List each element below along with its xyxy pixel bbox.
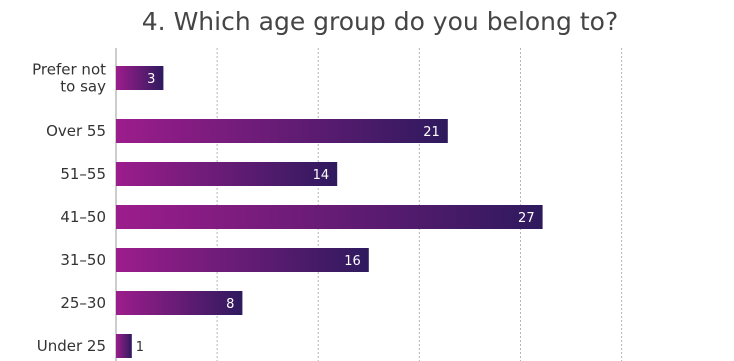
category-label-3: 51–55 bbox=[60, 165, 106, 183]
bar-5 bbox=[116, 248, 369, 272]
bar-3 bbox=[116, 162, 338, 186]
bar-2 bbox=[116, 119, 448, 143]
chart-title: 4. Which age group do you belong to? bbox=[142, 7, 618, 36]
data-label-5: 16 bbox=[344, 254, 361, 269]
category-labels-group: Prefer not to say Over 55 51–55 41–50 31–50 25… bbox=[32, 61, 106, 356]
category-label-5: 31–50 bbox=[60, 251, 106, 269]
data-label-1: 3 bbox=[147, 72, 155, 87]
data-label-2: 21 bbox=[423, 125, 440, 140]
category-label-2: Over 55 bbox=[46, 122, 106, 140]
bars-group: 3 21 14 27 16 8 1 bbox=[116, 66, 543, 358]
category-label-6: 25–30 bbox=[60, 294, 106, 312]
data-label-3: 14 bbox=[313, 168, 330, 183]
category-label-4: 41–50 bbox=[60, 208, 106, 226]
category-label-7: Under 25 bbox=[37, 337, 106, 355]
data-label-4: 27 bbox=[518, 211, 535, 226]
category-label-1: Prefer not to say bbox=[32, 61, 106, 96]
data-label-6: 8 bbox=[226, 297, 234, 312]
bar-1 bbox=[116, 66, 164, 90]
bar-4 bbox=[116, 205, 543, 229]
bar-6 bbox=[116, 291, 243, 315]
grid-lines bbox=[216, 48, 623, 361]
bar-7 bbox=[116, 334, 132, 358]
data-label-7: 1 bbox=[136, 340, 144, 355]
